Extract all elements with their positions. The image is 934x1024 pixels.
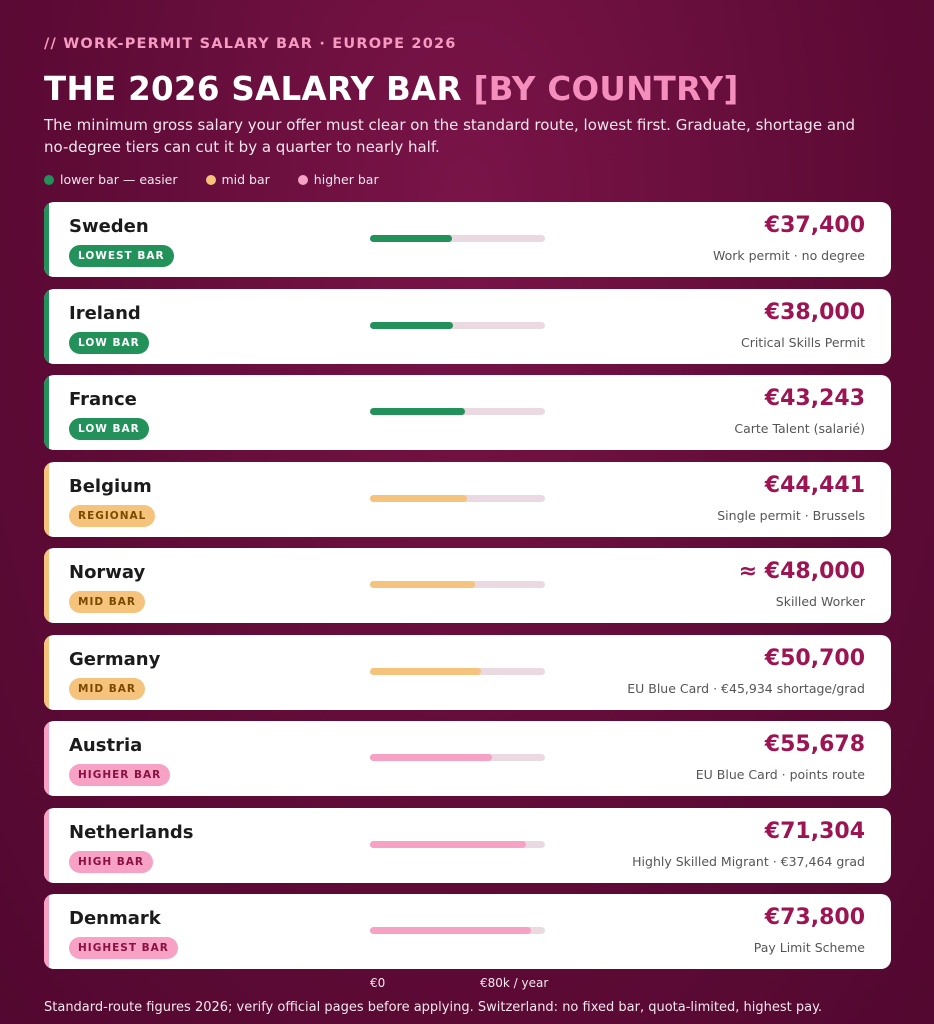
permit-note: Work permit · no degree [713, 248, 865, 263]
bar-track [370, 581, 545, 588]
tier-stripe [44, 721, 49, 796]
salary-value: €55,678 [764, 732, 865, 757]
tier-badge: LOWEST BAR [69, 245, 174, 267]
bar-track [370, 667, 545, 675]
tier-badge: MID BAR [69, 677, 145, 700]
bar-fill [370, 494, 468, 502]
bar-fill [370, 927, 532, 934]
legend-dot-higher [297, 174, 308, 185]
axis-min-label: €0 [370, 976, 386, 990]
tier-badge: HIGH BAR [69, 850, 153, 873]
bar-fill [370, 840, 526, 848]
bar-fill [370, 321, 454, 329]
title-main: THE 2026 SALARY BAR [44, 70, 474, 108]
bar-fill [370, 408, 465, 415]
tier-stripe [44, 634, 49, 710]
permit-note: EU Blue Card · €45,934 shortage/grad [627, 680, 865, 696]
country-name: Ireland [69, 302, 141, 324]
bar-track [370, 494, 545, 502]
legend-item-higher: higher bar [297, 172, 379, 187]
tier-stripe [44, 461, 49, 537]
footer-note: Standard-route figures 2026; verify offi… [44, 1000, 823, 1015]
country-name: Netherlands [69, 821, 194, 843]
legend-item-mid: mid bar [205, 172, 270, 187]
country-row: Belgium REGIONAL €44,441 Single permit · Br… [44, 461, 891, 537]
country-name: Belgium [69, 475, 152, 497]
salary-value: €50,700 [764, 645, 865, 671]
permit-note: EU Blue Card · points route [695, 767, 865, 782]
salary-value: ≈ €48,000 [738, 559, 865, 584]
tier-stripe [44, 202, 49, 277]
salary-value: €73,800 [764, 905, 865, 930]
legend-dot-lower [44, 174, 54, 185]
tier-stripe [44, 375, 49, 450]
bar-track [370, 754, 545, 761]
page-subtitle: The minimum gross salary your offer must… [44, 116, 856, 156]
country-row: France LOW BAR €43,243 Carte Talent (salari… [44, 375, 891, 450]
country-name: Germany [69, 648, 161, 670]
bar-fill [370, 667, 481, 675]
permit-note: Pay Limit Scheme [753, 940, 865, 955]
permit-note: Critical Skills Permit [740, 334, 865, 350]
country-row: Germany MID BAR €50,700 EU Blue Card · €45,… [44, 634, 891, 710]
country-name: Austria [69, 735, 143, 756]
country-row: Austria HIGHER BAR €55,678 EU Blue Card · p… [44, 721, 891, 796]
country-row: Norway MID BAR ≈ €48,000 Skilled Worker [44, 548, 891, 623]
tier-stripe [44, 288, 49, 364]
axis-max-label: €80k / year [480, 976, 549, 990]
legend-item-lower: lower bar — easier [44, 172, 178, 187]
tier-stripe [44, 894, 49, 969]
country-row: Denmark HIGHEST BAR €73,800 Pay Limit Schem… [44, 894, 891, 969]
salary-value: €43,243 [764, 386, 865, 411]
salary-value: €38,000 [764, 299, 865, 325]
bar-fill [370, 581, 475, 588]
permit-note: Carte Talent (salarié) [734, 421, 865, 436]
tier-badge: REGIONAL [69, 504, 156, 527]
permit-note: Skilled Worker [775, 594, 865, 609]
bar-fill [370, 754, 492, 761]
country-row: Sweden LOWEST BAR €37,400 Work permit · no … [44, 202, 891, 277]
permit-note: Highly Skilled Migrant · €37,464 grad [632, 853, 865, 869]
legend-label-higher: higher bar [313, 172, 379, 187]
tier-stripe [44, 548, 49, 623]
bar-track [370, 408, 545, 415]
tier-stripe [44, 807, 49, 883]
title-accent: [BY COUNTRY] [473, 70, 739, 108]
country-row: Netherlands HIGH BAR €71,304 Highly Skilled… [44, 807, 891, 883]
country-name: Denmark [69, 908, 161, 929]
tier-badge: HIGHER BAR [69, 764, 171, 786]
legend-label-lower: lower bar — easier [60, 172, 178, 187]
salary-value: €44,441 [764, 472, 865, 498]
bar-track [370, 321, 545, 329]
country-name: Norway [69, 562, 146, 583]
legend: lower bar — easier mid bar higher bar [44, 172, 379, 187]
bar-fill [370, 235, 452, 242]
salary-value: €71,304 [764, 818, 865, 844]
bar-track [370, 840, 545, 848]
permit-note: Single permit · Brussels [717, 507, 865, 523]
bar-track [370, 235, 545, 242]
tier-badge: HIGHEST BAR [69, 937, 178, 959]
country-name: France [69, 389, 137, 410]
tier-badge: LOW BAR [69, 418, 149, 440]
page-title: THE 2026 SALARY BAR [BY COUNTRY] [44, 70, 739, 108]
legend-label-mid: mid bar [221, 172, 270, 187]
country-row: Ireland LOW BAR €38,000 Critical Skills Per… [44, 288, 891, 364]
bar-track [370, 927, 545, 934]
tier-badge: MID BAR [69, 591, 145, 613]
country-name: Sweden [69, 216, 149, 237]
salary-value: €37,400 [764, 213, 865, 238]
tier-badge: LOW BAR [69, 331, 149, 354]
legend-dot-mid [205, 174, 216, 185]
kicker-label: // WORK-PERMIT SALARY BAR · EUROPE 2026 [44, 36, 457, 52]
